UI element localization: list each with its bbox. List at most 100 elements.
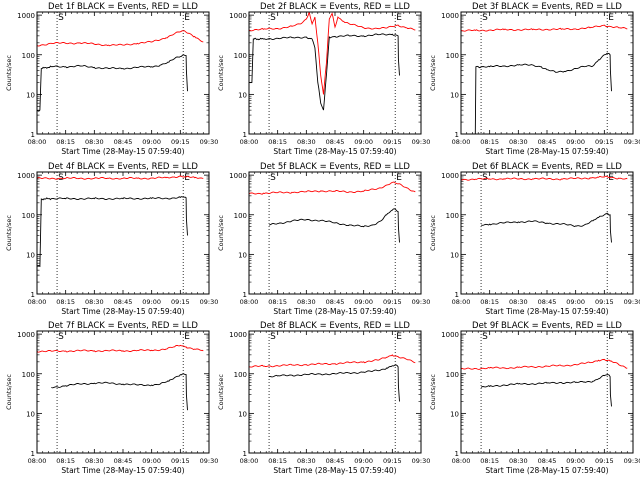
plot-frame xyxy=(460,330,634,454)
marker-label: S xyxy=(270,332,276,342)
marker-label: S xyxy=(58,332,64,342)
event-rate-line xyxy=(51,373,188,411)
plot-frame xyxy=(460,11,634,135)
y-tick-label: 1 xyxy=(455,450,459,458)
x-tick-label: 08:30 xyxy=(85,457,104,465)
x-tick-label: 08:45 xyxy=(326,298,345,306)
y-tick-label: 10 xyxy=(450,410,459,418)
panel-3: Det 3f BLACK = Events, RED = LLD Counts/s… xyxy=(429,2,640,156)
y-axis-label: Counts/sec xyxy=(217,215,225,251)
x-tick-label: 09:30 xyxy=(624,138,640,146)
y-tick-label: 10 xyxy=(450,251,459,259)
event-rate-line xyxy=(249,33,400,111)
panel-title: Det 3f BLACK = Events, RED = LLD xyxy=(472,2,622,12)
marker-label: E xyxy=(396,173,402,183)
marker-label: E xyxy=(396,13,402,23)
event-rate-line xyxy=(474,52,612,134)
x-tick-label: 08:00 xyxy=(28,298,47,306)
x-tick-label: 09:00 xyxy=(142,298,161,306)
plot-frame xyxy=(36,171,210,295)
x-tick-label: 09:15 xyxy=(383,298,402,306)
x-tick-label: 09:30 xyxy=(200,298,219,306)
panel-title: Det 6f BLACK = Events, RED = LLD xyxy=(472,162,622,172)
y-tick-label: 10 xyxy=(238,251,247,259)
x-tick-label: 08:30 xyxy=(297,298,316,306)
x-axis-label: Start Time (28-May-15 07:59:40) xyxy=(485,466,608,475)
plot-frame xyxy=(36,11,210,135)
y-tick-label: 1000 xyxy=(441,331,459,339)
x-tick-label: 08:00 xyxy=(28,457,47,465)
marker-label: E xyxy=(608,332,614,342)
event-rate-line xyxy=(269,364,400,402)
y-axis-label: Counts/sec xyxy=(217,55,225,91)
event-rate-line xyxy=(269,208,400,243)
x-tick-label: 08:15 xyxy=(56,138,75,146)
y-tick-label: 100 xyxy=(234,212,247,220)
marker-label: E xyxy=(184,13,190,23)
x-tick-label: 08:45 xyxy=(538,298,557,306)
panel-4: Det 4f BLACK = Events, RED = LLD Counts/s… xyxy=(5,162,218,316)
lld-rate-line xyxy=(461,358,628,370)
x-tick-label: 08:45 xyxy=(114,457,133,465)
y-axis-label: Counts/sec xyxy=(429,55,437,91)
x-tick-label: 08:30 xyxy=(297,457,316,465)
lld-rate-line xyxy=(37,30,204,47)
x-axis-label: Start Time (28-May-15 07:59:40) xyxy=(273,307,396,316)
panel-8: Det 8f BLACK = Events, RED = LLD Counts/s… xyxy=(217,321,430,475)
x-tick-label: 08:00 xyxy=(452,298,471,306)
x-tick-label: 09:00 xyxy=(142,457,161,465)
x-tick-label: 09:15 xyxy=(595,457,614,465)
x-tick-label: 09:00 xyxy=(354,138,373,146)
y-tick-label: 1000 xyxy=(441,12,459,20)
marker-label: S xyxy=(58,13,64,23)
marker-label: S xyxy=(270,173,276,183)
y-tick-label: 1 xyxy=(243,450,247,458)
plot-frame xyxy=(36,330,210,454)
marker-label: S xyxy=(270,13,276,23)
x-tick-label: 08:45 xyxy=(538,457,557,465)
y-tick-label: 100 xyxy=(22,212,35,220)
y-axis-label: Counts/sec xyxy=(429,374,437,410)
y-tick-label: 100 xyxy=(22,52,35,60)
lld-rate-line xyxy=(461,24,628,32)
x-tick-label: 08:30 xyxy=(85,138,104,146)
y-axis-label: Counts/sec xyxy=(5,215,13,251)
x-axis-label: Start Time (28-May-15 07:59:40) xyxy=(273,147,396,156)
panel-6: Det 6f BLACK = Events, RED = LLD Counts/s… xyxy=(429,162,640,316)
y-tick-label: 1 xyxy=(455,291,459,299)
y-tick-label: 10 xyxy=(238,91,247,99)
x-tick-label: 09:00 xyxy=(142,138,161,146)
x-axis-label: Start Time (28-May-15 07:59:40) xyxy=(61,466,184,475)
y-tick-label: 10 xyxy=(26,410,35,418)
x-tick-label: 08:00 xyxy=(452,457,471,465)
plot-frame xyxy=(248,11,422,135)
y-tick-label: 10 xyxy=(26,91,35,99)
panel-7: Det 7f BLACK = Events, RED = LLD Counts/s… xyxy=(5,321,218,475)
y-tick-label: 1 xyxy=(31,450,35,458)
y-tick-label: 1000 xyxy=(229,12,247,20)
x-tick-label: 09:15 xyxy=(171,298,190,306)
plot-frame xyxy=(248,330,422,454)
x-tick-label: 08:30 xyxy=(509,457,528,465)
x-axis-label: Start Time (28-May-15 07:59:40) xyxy=(273,466,396,475)
x-axis-label: Start Time (28-May-15 07:59:40) xyxy=(485,307,608,316)
y-tick-label: 100 xyxy=(446,212,459,220)
event-rate-line xyxy=(37,196,188,268)
x-tick-label: 09:00 xyxy=(566,457,585,465)
panel-title: Det 9f BLACK = Events, RED = LLD xyxy=(472,321,622,331)
y-axis-label: Counts/sec xyxy=(217,374,225,410)
y-tick-label: 10 xyxy=(450,91,459,99)
x-tick-label: 08:30 xyxy=(297,138,316,146)
y-axis-label: Counts/sec xyxy=(5,55,13,91)
plot-frame xyxy=(460,171,634,295)
panel-title: Det 5f BLACK = Events, RED = LLD xyxy=(260,162,410,172)
x-tick-label: 08:15 xyxy=(480,138,499,146)
x-tick-label: 09:30 xyxy=(624,457,640,465)
event-rate-line xyxy=(480,212,612,243)
x-tick-label: 09:30 xyxy=(412,457,431,465)
y-tick-label: 1 xyxy=(243,291,247,299)
marker-label: E xyxy=(608,13,614,23)
panel-title: Det 7f BLACK = Events, RED = LLD xyxy=(48,321,198,331)
x-tick-label: 08:15 xyxy=(480,298,499,306)
